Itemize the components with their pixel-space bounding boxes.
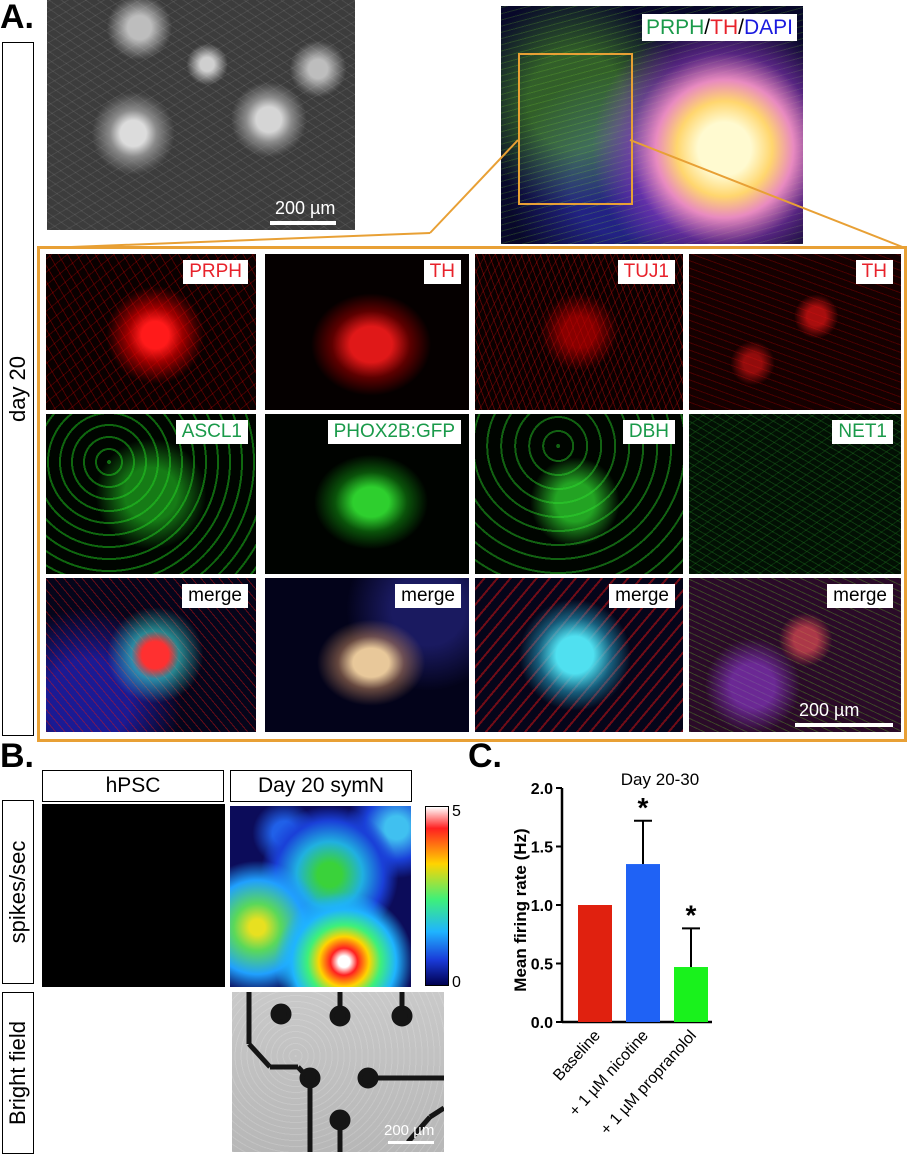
panel-b-letter: B.	[0, 737, 34, 775]
bar-3	[674, 967, 708, 1022]
stain-image-r1-c3: TUJ1	[475, 254, 683, 410]
stain-label: TH	[423, 260, 461, 284]
stain-label: DBH	[622, 420, 675, 444]
stain-separator: /	[704, 16, 711, 39]
zoom-region-box	[518, 53, 633, 205]
brightfield-row-label: Bright field	[2, 992, 34, 1154]
stain-image-r1-c2: TH	[265, 254, 469, 410]
stain-label: PHOX2B:GFP	[327, 420, 461, 444]
stain-label: ASCL1	[175, 420, 248, 444]
panel-c-letter: C.	[468, 737, 502, 775]
y-tick-label: 2.0	[531, 781, 553, 798]
hpsc-column-label: hPSC	[42, 770, 224, 802]
stain-image-r3-c1: merge	[46, 578, 256, 732]
stain-label: TH	[855, 260, 893, 284]
chart-ylabel: Mean firing rate (Hz)	[511, 828, 530, 991]
stain-image-r3-c2: merge	[265, 578, 469, 732]
x-category-label: + 1 µM propranolol	[598, 1027, 700, 1138]
y-tick-label: 0.5	[531, 957, 553, 974]
overview-brightfield-image: 200 µm	[47, 0, 355, 230]
grid-scale-text: 200 µm	[799, 700, 860, 720]
overview-stain-label: PRPH/TH/DAPI	[641, 14, 797, 41]
stain-image-r2-c3: DBH	[475, 414, 683, 574]
electrode-scale-text: 200 µm	[384, 1122, 435, 1139]
bar-1	[578, 905, 612, 1022]
zoom-connector-lines	[45, 139, 906, 249]
stain-label: merge	[395, 584, 461, 608]
zoom-grid-frame	[37, 246, 907, 742]
stain-label: merge	[609, 584, 675, 608]
heatmap-colorbar	[425, 806, 449, 986]
prph-stain: PRPH	[645, 16, 705, 39]
stain-image-r1-c1: PRPH	[46, 254, 256, 410]
stain-label: PRPH	[183, 260, 248, 284]
day20-text: day 20	[5, 355, 30, 423]
electrode-traces	[246, 992, 444, 1152]
stain-image-r2-c2: PHOX2B:GFP	[265, 414, 469, 574]
colorbar-min-label: 0	[452, 974, 461, 991]
overview-fluorescence-image: PRPH/TH/DAPI	[501, 6, 803, 244]
significance-star-3: *	[686, 899, 697, 930]
brightfield-text: Bright field	[5, 1021, 30, 1125]
th-stain: TH	[710, 16, 739, 39]
stain-image-r1-c4: TH	[689, 254, 901, 410]
y-tick-label: 1.0	[531, 898, 553, 915]
colorbar-max-label: 5	[452, 803, 461, 820]
bar-2	[626, 864, 660, 1022]
overview-scale-text: 200 µm	[275, 198, 336, 218]
grid-scale-bar	[795, 723, 893, 727]
stain-image-r3-c3: merge	[475, 578, 683, 732]
hpsc-spike-heatmap	[42, 804, 225, 987]
stain-image-r2-c4: NET1	[689, 414, 901, 574]
day20-side-label: day 20	[2, 42, 34, 736]
significance-star-2: *	[638, 792, 649, 823]
electrode-scale-bar	[388, 1141, 434, 1144]
symn-spike-heatmap	[230, 806, 411, 987]
spikes-row-label: spikes/sec	[2, 800, 34, 984]
panel-a-letter: A.	[0, 0, 34, 36]
stain-label: NET1	[832, 420, 893, 444]
stain-separator: /	[738, 16, 744, 39]
day20-symn-column-label: Day 20 symN	[230, 770, 412, 802]
overview-scale-bar	[270, 221, 336, 225]
spikes-text: spikes/sec	[5, 840, 30, 944]
stain-label: merge	[182, 584, 248, 608]
stain-label: merge	[827, 584, 893, 608]
stain-label: TUJ1	[617, 260, 675, 284]
electrode-brightfield-image: 200 µm	[232, 992, 444, 1152]
y-tick-label: 1.5	[531, 840, 553, 857]
stain-image-r3-c4: merge 200 µm	[689, 578, 901, 732]
chart-title: Day 20-30	[621, 770, 699, 789]
y-tick-label: 0.0	[531, 1015, 553, 1032]
stain-image-r2-c1: ASCL1	[46, 414, 256, 574]
dapi-stain: DAPI	[743, 16, 793, 39]
firing-rate-bar-chart: Day 20-30 Mean firing rate (Hz) 0.0 0.5 1.…	[511, 770, 712, 1138]
